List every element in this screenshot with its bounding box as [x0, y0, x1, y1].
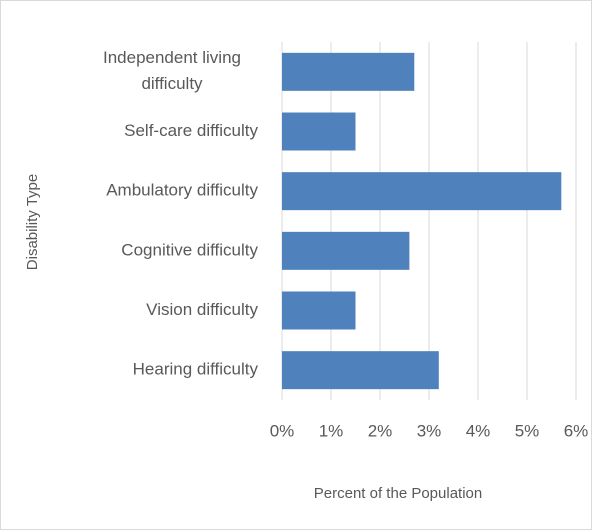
- x-tick-label: 6%: [564, 421, 589, 440]
- y-tick-label: Self-care difficulty: [124, 121, 258, 140]
- x-tick-label: 3%: [417, 421, 442, 440]
- y-tick-label: Ambulatory difficulty: [106, 181, 258, 200]
- bar: [282, 52, 415, 91]
- x-axis-title: Percent of the Population: [314, 485, 482, 502]
- x-tick-label: 1%: [319, 421, 344, 440]
- bar: [282, 231, 410, 270]
- x-tick-label: 0%: [270, 421, 295, 440]
- y-tick-label: Independent living difficulty: [103, 48, 241, 93]
- y-tick-label: Hearing difficulty: [133, 360, 259, 379]
- bar: [282, 291, 356, 330]
- y-tick-label: Vision difficulty: [146, 300, 258, 319]
- y-axis-title: Disability Type: [24, 174, 41, 270]
- bar: [282, 112, 356, 151]
- x-tick-label: 2%: [368, 421, 393, 440]
- bar: [282, 351, 439, 390]
- x-tick-label: 4%: [466, 421, 491, 440]
- x-tick-label: 5%: [515, 421, 540, 440]
- y-tick-label: Cognitive difficulty: [121, 240, 258, 259]
- bar: [282, 172, 562, 211]
